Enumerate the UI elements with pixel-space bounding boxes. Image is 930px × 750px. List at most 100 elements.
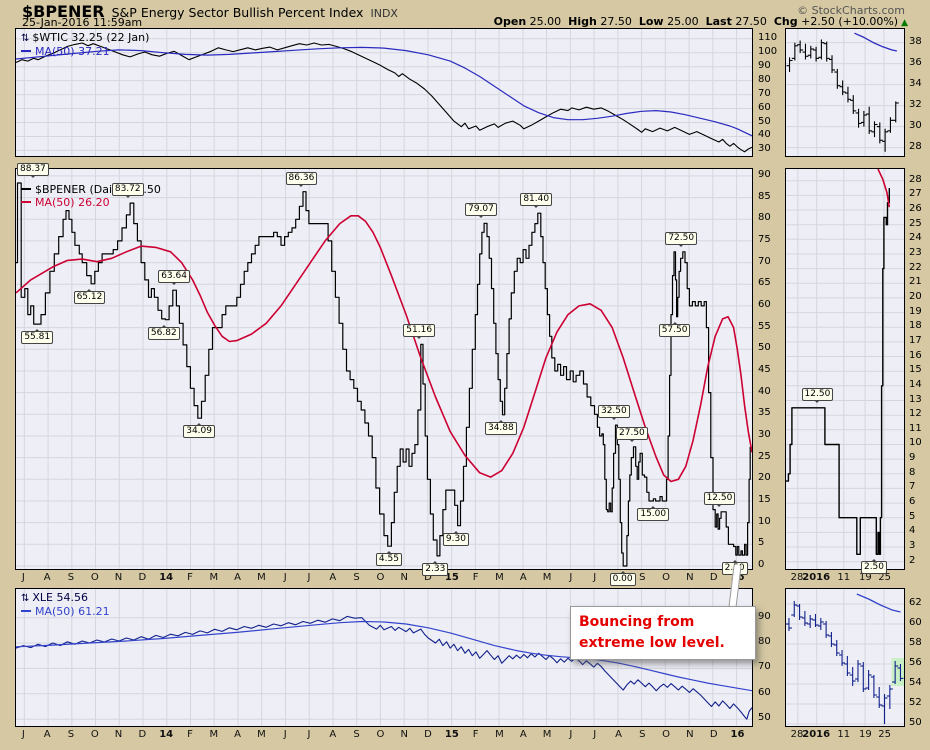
high-label: High	[568, 15, 597, 28]
y-axis-tick: 27	[909, 188, 922, 200]
y-axis-tick: 30	[758, 428, 771, 440]
annotation-line1: Bouncing from	[579, 614, 695, 630]
chart-header: $BPENER S&P Energy Sector Bullish Percen…	[22, 2, 398, 21]
x-axis-label: M	[495, 729, 504, 740]
y-axis-tick: 23	[909, 246, 922, 258]
x-axis-label: D	[138, 572, 147, 583]
y-axis-tick: 26	[909, 203, 922, 215]
ma-line-swatch	[21, 610, 31, 612]
y-axis-tick: 14	[909, 378, 922, 390]
y-axis-tick: 54	[909, 677, 922, 688]
last-label: Last	[705, 15, 732, 28]
x-axis-label: A	[43, 729, 51, 740]
x-axis-label: D	[709, 729, 718, 740]
x-axis-label: 25	[878, 572, 891, 583]
y-axis-tick: 17	[909, 334, 922, 346]
y-axis-tick: 50	[909, 717, 922, 728]
y-axis-tick: 50	[758, 115, 771, 127]
x-axis-label: F	[187, 729, 193, 740]
bpener-panel: 88.37 55.81 65.12 83.72 56.82 63.64 34.09 86.36…	[15, 163, 753, 586]
x-axis-label: A	[234, 572, 241, 583]
x-axis-label: A	[615, 572, 622, 583]
xle-zoom-panel	[785, 588, 905, 727]
x-axis-label: F	[472, 572, 479, 583]
y-axis-tick: 18	[909, 320, 922, 332]
y-axis-tick: 22	[909, 261, 922, 273]
x-axis-label: J	[307, 729, 311, 740]
zoom-bottom-x-axis-dates: 28 2016 11 19 25	[785, 727, 905, 744]
x-axis-label: A	[329, 572, 337, 583]
x-axis-label: M	[209, 572, 219, 583]
x-axis-label: 11	[837, 572, 851, 583]
bottom-x-axis-months: J A S O N D 14 F M A M J J A S O N D 15 F M A M J J A S O N D 16	[15, 727, 753, 744]
y-axis-tick: 30	[758, 143, 771, 155]
x-axis-label: M	[257, 729, 266, 740]
x-axis-label: S	[639, 572, 646, 583]
ohlc-quote-row: Open 25.00 High 27.50 Low 25.00 Last 27.50 C…	[487, 15, 908, 28]
open-value: 25.00	[529, 15, 562, 28]
y-axis-tick: 50	[758, 342, 771, 354]
x-axis-label: J	[593, 729, 597, 740]
xle-zoom-y-axis: 50 52 54 56 58 60 62	[906, 588, 930, 728]
annotation-line2: extreme low level.	[579, 635, 725, 651]
y-axis-tick: 2	[909, 554, 916, 566]
chg-label: Chg	[773, 15, 798, 28]
y-axis-tick: 70	[758, 661, 771, 673]
y-axis-tick: 90	[758, 610, 771, 622]
x-axis-label: M	[542, 572, 552, 583]
low-value: 25.00	[667, 15, 699, 28]
x-axis-label: D	[709, 572, 718, 583]
price-style-icon: ⇅	[21, 593, 30, 604]
y-axis-tick: 36	[909, 56, 922, 68]
chart-datetime: 25-Jan-2016 11:59am	[22, 16, 143, 29]
y-axis-tick: 90	[758, 168, 771, 180]
x-axis-label: M	[542, 729, 552, 740]
x-axis-label: O	[376, 729, 385, 740]
x-axis-label: N	[400, 572, 408, 583]
y-axis-tick: 11	[909, 422, 922, 434]
x-axis-label: O	[90, 572, 99, 583]
y-axis-tick: 19	[909, 305, 922, 317]
x-axis-label: 19	[859, 572, 872, 583]
x-axis-label: M	[495, 572, 504, 583]
y-axis-tick: 15	[909, 364, 922, 376]
y-axis-tick: 58	[909, 637, 922, 648]
x-axis-label: S	[639, 729, 646, 740]
x-axis-label: 16	[730, 729, 745, 740]
y-axis-tick: 80	[758, 212, 771, 224]
wtic-zoom-y-axis: 28 30 32 34 36 38	[906, 28, 930, 157]
x-axis-label: O	[662, 572, 671, 583]
y-axis-tick: 9	[909, 452, 916, 464]
wtic-legend-symbol: $WTIC 32.25 (22 Jan)	[32, 31, 150, 44]
price-line-swatch	[21, 188, 31, 190]
chg-value: +2.50 (+10.00%)	[801, 15, 899, 28]
x-axis-label: 28	[790, 572, 804, 583]
y-axis-tick: 20	[758, 472, 771, 484]
x-axis-label: 15	[444, 572, 459, 583]
y-axis-tick: 50	[758, 712, 771, 724]
wtic-legend-ma: MA(50) 37.21	[35, 45, 110, 58]
y-axis-tick: 6	[909, 496, 916, 508]
x-axis-label: A	[519, 729, 527, 740]
ticker-name: S&P Energy Sector Bullish Percent Index	[111, 5, 364, 20]
x-axis-label: J	[283, 729, 287, 740]
x-axis-label: A	[329, 729, 337, 740]
bpener-zoom-y-axis: 2 3 4 5 6 7 8 9 10 11 12 13 14 15 16 17 18 19 20 21 22 23 24 25…	[906, 168, 930, 570]
y-axis-tick: 10	[758, 515, 771, 527]
x-axis-label: F	[187, 572, 193, 583]
x-axis-label: S	[67, 572, 75, 583]
x-axis-label: D	[138, 729, 147, 740]
y-axis-tick: 5	[909, 510, 916, 522]
x-axis-label: N	[114, 572, 123, 583]
y-axis-tick: 70	[758, 87, 771, 99]
y-axis-tick: 15	[758, 493, 771, 505]
x-axis-label: S	[353, 572, 360, 583]
y-axis-tick: 13	[909, 393, 922, 405]
y-axis-tick: 28	[909, 140, 922, 152]
exchange-label: INDX	[370, 7, 398, 20]
stockcharts-credit: © StockCharts.com	[797, 4, 905, 17]
y-axis-tick: 70	[758, 255, 771, 267]
x-axis-label: D	[424, 729, 432, 740]
x-axis-label: N	[400, 729, 408, 740]
wtic-y-axis: 30 40 50 60 70 80 90 100 110	[755, 28, 783, 157]
